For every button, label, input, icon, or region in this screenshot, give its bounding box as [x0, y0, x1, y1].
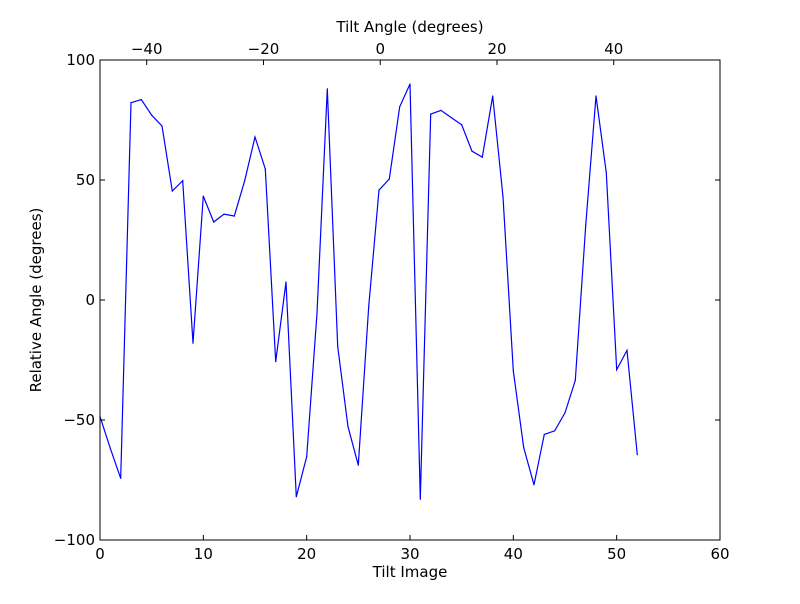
- data-point: [533, 484, 535, 486]
- top-x-tick-label: 0: [375, 40, 385, 58]
- data-point: [388, 178, 390, 180]
- data-point: [120, 477, 122, 479]
- top-x-axis-label: Tilt Angle (degrees): [335, 18, 483, 36]
- data-point: [409, 83, 411, 85]
- data-point: [254, 136, 256, 138]
- data-point: [626, 349, 628, 351]
- data-point: [306, 456, 308, 458]
- data-point: [213, 221, 215, 223]
- data-point: [378, 189, 380, 191]
- x-tick-label: 0: [95, 545, 105, 563]
- data-point: [368, 306, 370, 308]
- data-point: [450, 117, 452, 119]
- data-point: [564, 412, 566, 414]
- y-axis-label: Relative Angle (degrees): [27, 208, 45, 393]
- data-point: [492, 95, 494, 97]
- data-point: [605, 172, 607, 174]
- data-point: [140, 99, 142, 101]
- y-tick-label: 100: [66, 51, 95, 69]
- data-point: [461, 124, 463, 126]
- data-point: [574, 379, 576, 381]
- data-point: [347, 426, 349, 428]
- data-point: [326, 88, 328, 90]
- top-x-tick-label: −40: [131, 40, 163, 58]
- data-point: [616, 369, 618, 371]
- data-point: [430, 113, 432, 115]
- y-tick-label: −100: [54, 531, 95, 549]
- data-point: [244, 180, 246, 182]
- x-axis-label: Tilt Image: [372, 563, 448, 581]
- data-point: [554, 430, 556, 432]
- data-point: [440, 109, 442, 111]
- data-point: [223, 213, 225, 215]
- top-x-tick-label: 40: [604, 40, 623, 58]
- x-tick-label: 30: [400, 545, 419, 563]
- data-point: [285, 281, 287, 283]
- y-tick-label: 0: [85, 291, 95, 309]
- data-point: [316, 312, 318, 314]
- x-tick-label: 60: [710, 545, 729, 563]
- data-point: [295, 496, 297, 498]
- data-point: [192, 342, 194, 344]
- data-point: [264, 168, 266, 170]
- y-tick-label: −50: [63, 411, 95, 429]
- data-point: [337, 345, 339, 348]
- data-point: [275, 361, 277, 363]
- data-point: [471, 150, 473, 152]
- data-point: [543, 433, 545, 435]
- data-point: [202, 195, 204, 197]
- data-point: [357, 464, 359, 466]
- data-point: [481, 156, 483, 158]
- x-tick-label: 10: [194, 545, 213, 563]
- data-point: [233, 215, 235, 217]
- data-point: [171, 190, 173, 192]
- data-point: [585, 225, 587, 227]
- data-point: [151, 114, 153, 116]
- data-point: [512, 370, 514, 372]
- top-x-tick-label: 20: [487, 40, 506, 58]
- data-point: [419, 498, 421, 500]
- data-point: [109, 447, 111, 449]
- top-x-tick-label: −20: [248, 40, 280, 58]
- data-point: [399, 106, 401, 108]
- y-tick-label: 50: [76, 171, 95, 189]
- data-point: [595, 95, 597, 97]
- x-tick-label: 40: [504, 545, 523, 563]
- data-point: [130, 102, 132, 104]
- data-point: [523, 447, 525, 449]
- data-point: [182, 180, 184, 182]
- data-point: [502, 196, 504, 198]
- data-point: [636, 454, 638, 456]
- x-tick-label: 50: [607, 545, 626, 563]
- x-tick-label: 20: [297, 545, 316, 563]
- data-point: [161, 125, 163, 127]
